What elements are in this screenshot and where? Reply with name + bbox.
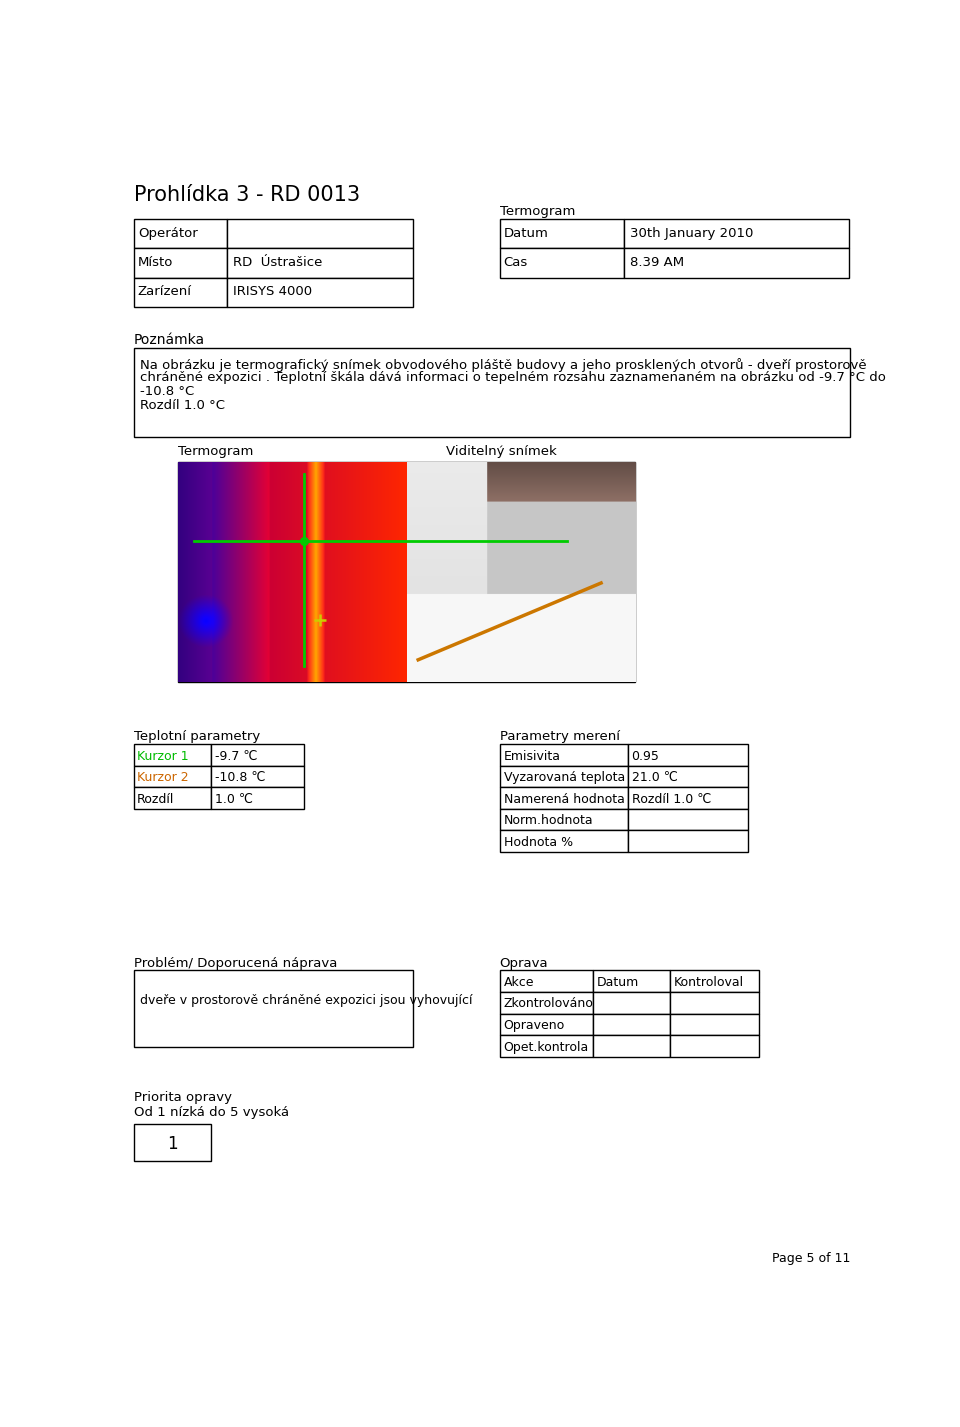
Bar — [134, 743, 211, 766]
Bar — [500, 743, 628, 766]
Text: Namerená hodnota: Namerená hodnota — [504, 792, 625, 806]
Bar — [624, 218, 849, 248]
Text: Kurzor 2: Kurzor 2 — [137, 771, 189, 783]
Text: Vyzarovaná teplota: Vyzarovaná teplota — [504, 771, 625, 783]
Text: Norm.hodnota: Norm.hodnota — [504, 815, 593, 828]
Text: 1.0 ℃: 1.0 ℃ — [214, 792, 252, 806]
Bar — [227, 277, 413, 307]
Text: Prohlídka 3 - RD 0013: Prohlídka 3 - RD 0013 — [134, 186, 360, 205]
Text: Termogram: Termogram — [179, 445, 253, 458]
Text: Rozdíl 1.0 ℃: Rozdíl 1.0 ℃ — [632, 792, 710, 806]
Bar — [134, 218, 227, 248]
Text: Zarízení: Zarízení — [138, 285, 192, 298]
Text: Poznámka: Poznámka — [134, 332, 205, 347]
Text: Termogram: Termogram — [500, 205, 575, 218]
Text: Page 5 of 11: Page 5 of 11 — [772, 1251, 850, 1264]
Bar — [407, 462, 636, 682]
Text: Parametry merení: Parametry merení — [500, 731, 620, 743]
Bar — [670, 970, 759, 992]
Bar — [500, 831, 628, 852]
Text: chráněné expozici . Teplotní škála dává informaci o tepelném rozsahu zaznamenané: chráněné expozici . Teplotní škála dává … — [140, 371, 886, 384]
Bar — [592, 1035, 670, 1057]
Bar — [500, 1013, 592, 1035]
Text: Opet.kontrola: Opet.kontrola — [504, 1040, 588, 1053]
Bar — [670, 1013, 759, 1035]
Text: Datum: Datum — [504, 227, 548, 240]
Text: 30th January 2010: 30th January 2010 — [630, 227, 754, 240]
Bar — [628, 743, 748, 766]
Text: Operátor: Operátor — [138, 227, 198, 240]
Bar — [211, 788, 304, 809]
Text: IRISYS 4000: IRISYS 4000 — [233, 285, 312, 298]
Text: Datum: Datum — [596, 976, 638, 989]
Text: Oprava: Oprava — [500, 956, 548, 969]
Text: Opraveno: Opraveno — [504, 1019, 564, 1032]
Bar — [500, 970, 592, 992]
Text: dveře v prostorově chráněné expozici jsou vyhovující: dveře v prostorově chráněné expozici jso… — [140, 993, 472, 1006]
Text: RD  Ústrašice: RD Ústrašice — [233, 255, 323, 268]
Bar — [628, 766, 748, 788]
Text: -9.7 ℃: -9.7 ℃ — [214, 749, 257, 762]
Text: -10.8 ℃: -10.8 ℃ — [214, 771, 265, 783]
Text: Cas: Cas — [504, 255, 528, 268]
Bar — [227, 218, 413, 248]
Bar — [624, 248, 849, 277]
Bar — [211, 743, 304, 766]
Bar — [628, 788, 748, 809]
Bar — [592, 970, 670, 992]
Bar — [134, 970, 413, 1047]
Bar — [500, 766, 628, 788]
Text: Priorita opravy
Od 1 nízká do 5 vysoká: Priorita opravy Od 1 nízká do 5 vysoká — [134, 1092, 289, 1119]
Text: Hodnota %: Hodnota % — [504, 836, 573, 849]
Bar — [500, 809, 628, 831]
Text: Na obrázku je termografický snímek obvodového pláště budovy a jeho prosklených o: Na obrázku je termografický snímek obvod… — [140, 358, 867, 371]
Bar — [227, 248, 413, 277]
Bar — [500, 218, 624, 248]
Bar — [628, 809, 748, 831]
Text: Problém/ Doporucená náprava: Problém/ Doporucená náprava — [134, 956, 337, 969]
Text: 1: 1 — [167, 1134, 178, 1153]
Bar — [134, 1123, 211, 1160]
Bar — [500, 788, 628, 809]
Bar — [500, 248, 624, 277]
Bar — [134, 788, 211, 809]
Bar — [670, 992, 759, 1013]
Text: Kontroloval: Kontroloval — [674, 976, 744, 989]
Text: Teplotní parametry: Teplotní parametry — [134, 731, 260, 743]
Text: 0.95: 0.95 — [632, 749, 660, 762]
Bar — [500, 1035, 592, 1057]
Text: Zkontrolováno: Zkontrolováno — [504, 997, 593, 1010]
Bar — [211, 766, 304, 788]
Text: -10.8 °C: -10.8 °C — [140, 385, 194, 398]
Bar — [134, 277, 227, 307]
Bar — [592, 1013, 670, 1035]
Text: Rozdíl 1.0 °C: Rozdíl 1.0 °C — [140, 400, 226, 412]
Text: Emisivita: Emisivita — [504, 749, 561, 762]
Text: Viditelný snímek: Viditelný snímek — [445, 445, 556, 458]
Bar — [670, 1035, 759, 1057]
Text: Místo: Místo — [138, 255, 173, 268]
Bar — [134, 348, 850, 437]
Bar — [628, 831, 748, 852]
Bar — [179, 462, 407, 682]
Bar — [592, 992, 670, 1013]
Text: Kurzor 1: Kurzor 1 — [137, 749, 189, 762]
Bar — [134, 766, 211, 788]
Bar — [500, 992, 592, 1013]
Text: Rozdíl: Rozdíl — [137, 792, 175, 806]
Text: Akce: Akce — [504, 976, 534, 989]
Text: 8.39 AM: 8.39 AM — [630, 255, 684, 268]
Bar — [134, 248, 227, 277]
Text: 21.0 ℃: 21.0 ℃ — [632, 771, 677, 783]
